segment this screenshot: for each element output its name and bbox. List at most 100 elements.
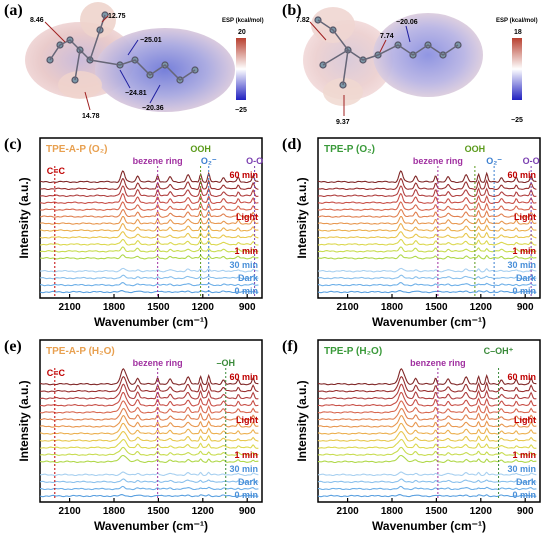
dark-label: Dark	[516, 477, 537, 487]
spectrum-line	[318, 238, 537, 246]
spectrum-line	[317, 407, 537, 421]
spectrum-line	[39, 231, 259, 239]
x-tick-label: 1800	[381, 302, 404, 313]
panel-b-letter: (b)	[282, 2, 302, 19]
esp-value-a-3: −25.01	[140, 37, 162, 44]
light-label: Light	[514, 212, 536, 222]
marker-label: O₂⁻	[201, 156, 217, 166]
spectrum-line	[317, 368, 537, 386]
spectrum-line	[317, 414, 537, 428]
x-tick-label: 1200	[192, 302, 215, 313]
x-tick-label: 1500	[425, 506, 448, 517]
light-label: Light	[514, 415, 536, 425]
marker-label: C≡C	[47, 368, 66, 378]
esp-value-a-2: 12.75	[108, 13, 126, 20]
spectrum-line	[39, 274, 259, 280]
chart-title: TPE-A-P (H₂O)	[46, 346, 115, 357]
spectrum-line	[317, 471, 537, 477]
dark-label: Dark	[516, 273, 537, 283]
time-label-60: 60 min	[229, 372, 258, 382]
x-tick-label: 1800	[103, 506, 126, 517]
time-label-60: 60 min	[507, 372, 536, 382]
esp-value-b-4: 9.37	[336, 119, 350, 126]
x-tick-label: 2100	[58, 506, 81, 517]
chart-title: TPE-P (O₂)	[324, 144, 375, 155]
time-label-60: 60 min	[507, 170, 536, 180]
spectrum-line	[39, 185, 259, 198]
esp-colorbar-a	[236, 38, 246, 100]
chart-title: TPE-A-P (O₂)	[46, 144, 107, 155]
spectrum-line	[317, 431, 537, 442]
time-label-1: 1 min	[234, 246, 258, 256]
marker-label: OOH	[190, 144, 211, 154]
spectrum-line	[317, 170, 537, 184]
time-label-0: 0 min	[234, 286, 258, 296]
spectrum-line	[39, 170, 259, 184]
spectrum-line	[40, 254, 259, 260]
marker-label: bezene ring	[133, 358, 183, 368]
esp-value-a-6: 14.78	[82, 113, 100, 120]
esp-value-b-2: 7.74	[380, 33, 394, 40]
spectrum-line	[317, 383, 537, 400]
x-tick-label: 2100	[336, 506, 359, 517]
esp-scale-title-b: ESP (kcal/mol)	[496, 18, 538, 24]
spectrum-line	[39, 431, 259, 442]
x-tick-label: 1500	[425, 302, 448, 313]
dark-label: Dark	[238, 477, 259, 487]
spectrum-line	[317, 391, 537, 407]
esp-value-b-3: −20.06	[396, 19, 418, 26]
panel-e-letter: (e)	[4, 338, 22, 355]
spectrum-line	[39, 383, 259, 400]
spectrum-line	[39, 267, 259, 273]
y-axis-label: Intensity (a.u.)	[17, 177, 31, 258]
time-label-30: 30 min	[507, 260, 536, 270]
esp-scale-min-a: −25	[235, 107, 247, 114]
x-tick-label: 1200	[192, 506, 215, 517]
spectrum-line	[318, 438, 537, 449]
time-label-30: 30 min	[229, 260, 258, 270]
spectrum-line	[317, 274, 537, 280]
spectrum-line	[317, 201, 537, 211]
x-tick-label: 1500	[147, 506, 170, 517]
spectrum-line	[39, 478, 259, 484]
spectrum-line	[39, 222, 259, 232]
spectrum-line	[317, 376, 537, 393]
spectrum-line	[40, 238, 259, 246]
spectrum-line	[317, 215, 537, 225]
time-label-0: 0 min	[512, 286, 536, 296]
spectrum-line	[40, 485, 259, 491]
spectrum-line	[317, 246, 537, 253]
time-label-0: 0 min	[234, 490, 258, 500]
panel-d-letter: (d)	[282, 136, 302, 153]
esp-scale-min-b: −25	[511, 117, 523, 124]
time-label-1: 1 min	[512, 450, 536, 460]
marker-label: O₂⁻	[486, 156, 502, 166]
spectrum-line	[318, 485, 537, 491]
time-label-0: 0 min	[512, 490, 536, 500]
panel-a-letter: (a)	[4, 2, 23, 19]
spectrum-line	[39, 407, 259, 421]
y-axis-label: Intensity (a.u.)	[295, 177, 309, 258]
spectrum-line	[40, 454, 259, 464]
esp-surface-right	[95, 28, 235, 112]
marker-label: O-O	[523, 156, 540, 166]
time-label-30: 30 min	[507, 464, 536, 474]
x-axis-label: Wavenumber (cm⁻¹)	[94, 315, 208, 329]
plot-frame	[317, 137, 541, 299]
x-axis-label: Wavenumber (cm⁻¹)	[94, 519, 208, 533]
time-label-60: 60 min	[229, 170, 258, 180]
x-tick-label: 1800	[103, 302, 126, 313]
y-axis-label: Intensity (a.u.)	[295, 380, 309, 461]
spectrum-line	[39, 471, 259, 477]
spectrum-line	[39, 246, 259, 253]
esp-value-a-1: 8.46	[30, 17, 44, 24]
spectrum-line	[318, 422, 537, 435]
time-label-30: 30 min	[229, 464, 258, 474]
spectrum-line	[317, 231, 537, 239]
spectrum-line	[317, 192, 537, 204]
spectrum-line	[318, 209, 537, 218]
x-tick-label: 2100	[58, 302, 81, 313]
x-tick-label: 1500	[147, 302, 170, 313]
light-label: Light	[236, 212, 258, 222]
